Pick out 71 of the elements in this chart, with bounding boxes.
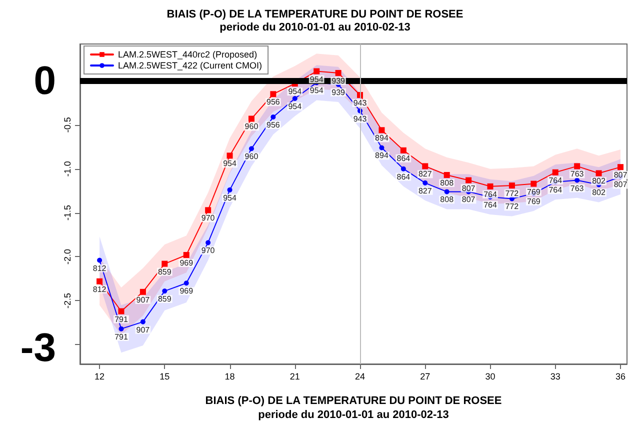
annotation: 764: [548, 176, 563, 185]
annotation: 907: [136, 295, 150, 304]
annotation: 970: [201, 246, 216, 256]
annotation: 954: [223, 193, 237, 202]
annotation: 791: [114, 314, 128, 324]
annotation: 864: [396, 172, 411, 182]
annotation: 969: [180, 258, 194, 268]
annotation: 954: [310, 74, 324, 84]
x-tick-label: 15: [160, 372, 170, 382]
annotation: 956: [266, 98, 280, 107]
annotation: 939: [332, 76, 346, 86]
x-tick-label: 21: [290, 372, 300, 382]
annotation: 939: [332, 88, 346, 97]
annotation: 954: [223, 159, 237, 168]
annotation: 763: [570, 184, 584, 193]
chart-title: BIAIS (P-O) DE LA TEMPERATURE DU POINT DE ROSEE: [166, 8, 464, 20]
annotation: 807: [614, 180, 628, 190]
annotation: 859: [158, 267, 172, 276]
legend-label: LAM.2.5WEST_422 (Current CMOI): [118, 60, 262, 70]
y-tick-label: -1.0: [62, 161, 72, 177]
x-tick-label: 36: [615, 372, 626, 382]
annotation: 791: [114, 332, 128, 342]
annotation: 954: [288, 102, 302, 112]
annotation: 864: [396, 154, 411, 163]
chart-subtitle: periode du 2010-01-01 au 2010-02-13: [220, 22, 410, 34]
annotation: 956: [266, 120, 280, 130]
annotation: 772: [505, 202, 520, 212]
annotation: 764: [484, 200, 498, 210]
annotation: 827: [418, 170, 432, 179]
annotation: 812: [92, 284, 107, 294]
annotation: 808: [440, 195, 454, 204]
annotation: 763: [570, 170, 584, 179]
annotation: 859: [158, 294, 172, 304]
text: -3: [20, 326, 56, 370]
x-tick-label: 33: [550, 372, 560, 382]
annotation: 772: [505, 189, 520, 198]
annotation: 769: [526, 187, 541, 196]
x-tick-label: 27: [420, 372, 430, 382]
annotation: 960: [244, 122, 259, 132]
annotation: 960: [244, 152, 259, 162]
y-tick-label: -0.5: [62, 117, 72, 133]
x-tick-label: 30: [485, 372, 496, 382]
x-axis-title: BIAIS (P-O) DE LA TEMPERATURE DU POINT DE ROSEE periode du 2010-01-01 au 2010-02-13: [205, 395, 502, 421]
annotation: 802: [592, 176, 606, 186]
x-tick-label: 12: [94, 372, 105, 382]
annotation: 969: [180, 286, 194, 296]
annotation: 894: [375, 151, 389, 160]
y-tick-label: -1.5: [62, 205, 72, 221]
annotation: 943: [353, 98, 368, 108]
annotation: 807: [614, 170, 628, 180]
annotation: 802: [592, 188, 606, 198]
annotation: 808: [440, 178, 454, 188]
x-tick-label: 18: [224, 372, 235, 382]
annotation: 894: [375, 134, 389, 143]
annotation: 970: [201, 214, 216, 223]
x-tick-label: 24: [355, 372, 366, 382]
annotation: 907: [136, 325, 150, 334]
y-tick-label: -2.5: [62, 292, 72, 308]
ref-line-label: 0: [34, 58, 56, 103]
annotation: 807: [462, 195, 476, 204]
annotation: 764: [548, 186, 563, 195]
annotation: 954: [288, 87, 302, 96]
annotation: 764: [484, 190, 498, 199]
annotation: 943: [353, 114, 368, 124]
annotation: 807: [462, 184, 476, 193]
annotation: 954: [310, 86, 324, 96]
annotation: 812: [92, 264, 107, 273]
legend-label: LAM.2.5WEST_440rc2 (Proposed): [118, 50, 258, 60]
annotation: 769: [526, 196, 541, 206]
y-tick-label: -2.0: [62, 248, 72, 265]
annotation: 827: [418, 186, 432, 196]
